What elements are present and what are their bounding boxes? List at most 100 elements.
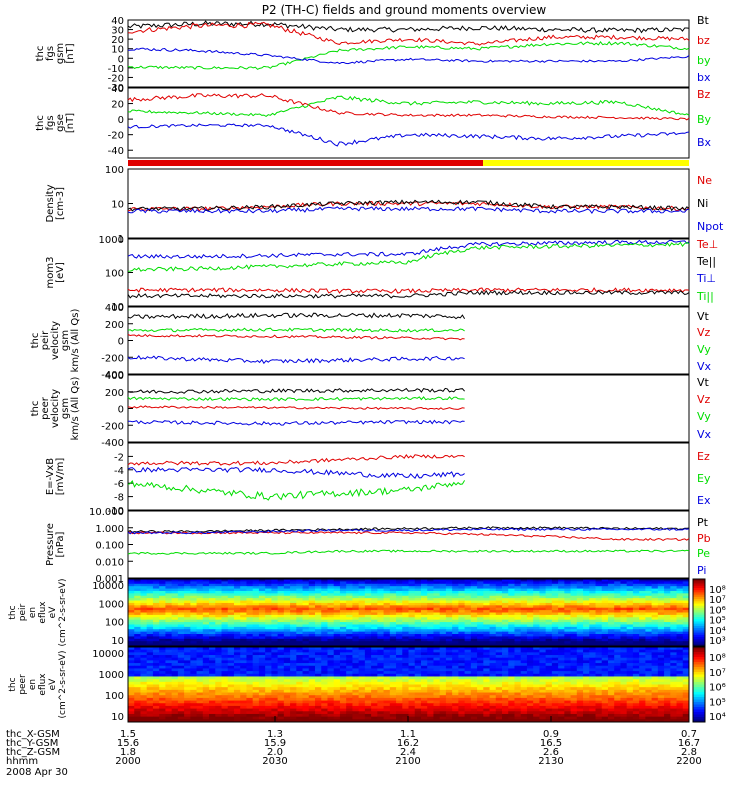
heat-cell bbox=[240, 655, 247, 659]
heat-cell bbox=[676, 600, 684, 604]
heat-cell bbox=[265, 649, 272, 653]
series-line-Bz bbox=[127, 93, 690, 121]
heat-cell bbox=[352, 634, 360, 637]
heat-cell bbox=[427, 703, 434, 707]
colorbar-tick-label: 10⁷ bbox=[709, 595, 726, 606]
heat-cell bbox=[227, 660, 235, 664]
heat-cell bbox=[290, 647, 297, 651]
heat-cell bbox=[277, 590, 285, 594]
heat-cell bbox=[483, 679, 491, 683]
heat-cell bbox=[290, 634, 297, 637]
heat-cell bbox=[570, 622, 578, 625]
heat-cell bbox=[140, 665, 148, 669]
heat-cell bbox=[396, 593, 403, 597]
heat-cell bbox=[576, 602, 584, 606]
heat-cell bbox=[601, 655, 609, 659]
heat-cell bbox=[664, 668, 671, 672]
heat-cell bbox=[682, 607, 690, 611]
heat-cell bbox=[427, 617, 434, 621]
heat-cell bbox=[664, 614, 671, 618]
heat-cell bbox=[632, 684, 640, 688]
heat-cell bbox=[258, 641, 266, 645]
heat-cell bbox=[545, 643, 553, 647]
heat-cell bbox=[583, 657, 590, 661]
heat-cell bbox=[601, 614, 609, 618]
heat-cell bbox=[489, 705, 497, 710]
heat-cell bbox=[134, 676, 141, 680]
heat-cell bbox=[177, 612, 185, 616]
heat-cell bbox=[196, 588, 204, 592]
colorbar-cell bbox=[693, 614, 705, 618]
heat-cell bbox=[364, 689, 372, 694]
heat-cell bbox=[202, 626, 210, 630]
heat-cell bbox=[196, 593, 204, 597]
heat-cell bbox=[134, 711, 141, 715]
heat-cell bbox=[396, 705, 403, 710]
heat-cell bbox=[184, 624, 191, 628]
heat-cell bbox=[664, 641, 671, 645]
heat-cell bbox=[233, 610, 241, 613]
heat-cell bbox=[159, 676, 166, 680]
heat-cell bbox=[502, 631, 509, 635]
heat-cell bbox=[570, 595, 578, 599]
heat-cell bbox=[165, 614, 173, 618]
heat-cell bbox=[601, 622, 609, 625]
heat-cell bbox=[396, 679, 403, 683]
heat-cell bbox=[221, 647, 229, 651]
heat-cell bbox=[427, 605, 434, 609]
heat-cell bbox=[209, 614, 216, 618]
heat-cell bbox=[277, 643, 285, 647]
heat-cell bbox=[159, 634, 166, 637]
heat-cell bbox=[152, 652, 160, 656]
heat-cell bbox=[595, 663, 603, 667]
heat-cell bbox=[396, 581, 403, 585]
heat-cell bbox=[508, 700, 515, 704]
heat-cell bbox=[508, 689, 515, 694]
heat-cell bbox=[321, 586, 328, 590]
heat-cell bbox=[371, 598, 378, 602]
heat-cell bbox=[215, 700, 222, 704]
heat-cell bbox=[184, 665, 191, 669]
heat-cell bbox=[159, 663, 166, 667]
heat-cell bbox=[414, 612, 422, 616]
heat-cell bbox=[414, 652, 422, 656]
heat-cell bbox=[676, 647, 684, 651]
heat-cell bbox=[583, 705, 590, 710]
heat-cell bbox=[607, 622, 615, 625]
heat-cell bbox=[209, 681, 216, 685]
heat-cell bbox=[651, 689, 659, 694]
heat-cell bbox=[315, 657, 322, 661]
heat-cell bbox=[664, 629, 671, 633]
heat-cell bbox=[258, 687, 266, 691]
heat-cell bbox=[433, 602, 441, 606]
heat-cell bbox=[321, 638, 328, 642]
heat-cell bbox=[464, 595, 472, 599]
heat-cell bbox=[483, 614, 491, 618]
heat-cell bbox=[477, 695, 484, 699]
heat-cell bbox=[595, 614, 603, 618]
heat-cell bbox=[196, 619, 204, 623]
heat-cell bbox=[564, 631, 572, 635]
heat-cell bbox=[389, 643, 397, 647]
heat-cell bbox=[277, 673, 285, 677]
heat-cell bbox=[564, 617, 572, 621]
heat-cell bbox=[483, 595, 491, 599]
legend-Vz: Vz bbox=[697, 326, 711, 339]
heat-cell bbox=[209, 647, 216, 651]
heat-cell bbox=[364, 583, 372, 587]
heat-cell bbox=[364, 684, 372, 688]
heat-cell bbox=[601, 665, 609, 669]
heat-cell bbox=[315, 705, 322, 710]
heat-cell bbox=[339, 634, 347, 637]
heat-cell bbox=[639, 671, 646, 675]
heat-cell bbox=[346, 579, 353, 582]
heat-cell bbox=[290, 631, 297, 635]
heat-cell bbox=[682, 703, 690, 707]
heat-cell bbox=[196, 612, 204, 616]
heat-cell bbox=[321, 671, 328, 675]
heat-cell bbox=[570, 643, 578, 647]
heat-cell bbox=[271, 663, 279, 667]
heat-cell bbox=[657, 629, 665, 633]
heat-cell bbox=[339, 586, 347, 590]
heat-cell bbox=[682, 671, 690, 675]
